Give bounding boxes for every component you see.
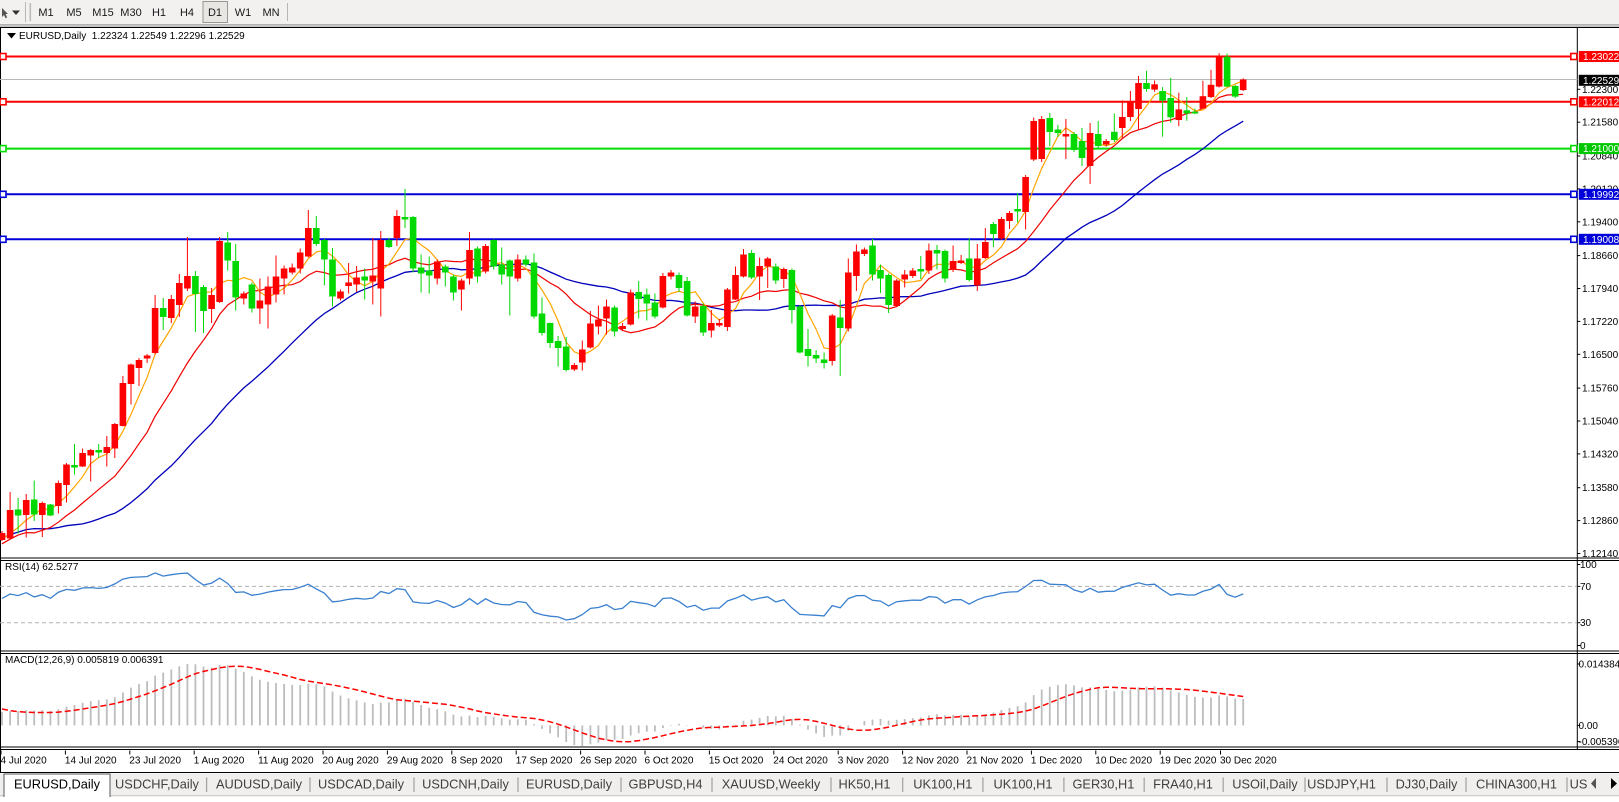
svg-text:XAUUSD,Weekly: XAUUSD,Weekly	[722, 777, 821, 792]
svg-text:GER30,H1: GER30,H1	[1072, 777, 1134, 792]
svg-text:20 Aug 2020: 20 Aug 2020	[323, 756, 380, 767]
svg-text:1.16500: 1.16500	[1582, 350, 1619, 361]
svg-text:1 Aug 2020: 1 Aug 2020	[194, 756, 245, 767]
svg-text:30 Dec 2020: 30 Dec 2020	[1220, 756, 1277, 767]
svg-text:15 Oct 2020: 15 Oct 2020	[709, 756, 764, 767]
svg-text:CHINA300,H1: CHINA300,H1	[1476, 777, 1557, 792]
svg-text:M5: M5	[66, 7, 81, 19]
svg-text:H4: H4	[180, 7, 194, 19]
svg-text:M30: M30	[120, 7, 141, 19]
svg-text:1.12860: 1.12860	[1582, 516, 1619, 527]
svg-text:EURUSD,Daily: EURUSD,Daily	[526, 777, 613, 792]
svg-text:MN: MN	[262, 7, 279, 19]
svg-text:23 Jul 2020: 23 Jul 2020	[129, 756, 181, 767]
svg-text:USDJPY,H1: USDJPY,H1	[1307, 777, 1376, 792]
svg-text:MACD(12,26,9) 0.005819 0.00639: MACD(12,26,9) 0.005819 0.006391	[5, 655, 164, 666]
svg-text:1 Dec 2020: 1 Dec 2020	[1031, 756, 1083, 767]
svg-text:1.13580: 1.13580	[1582, 483, 1619, 494]
svg-text:3 Nov 2020: 3 Nov 2020	[838, 756, 890, 767]
svg-text:RSI(14) 62.5277: RSI(14) 62.5277	[5, 562, 79, 573]
svg-text:21 Nov 2020: 21 Nov 2020	[967, 756, 1024, 767]
svg-text:HK50,H1: HK50,H1	[839, 777, 891, 792]
svg-text:1.21580: 1.21580	[1582, 118, 1619, 129]
svg-text:M15: M15	[92, 7, 113, 19]
svg-text:10 Dec 2020: 10 Dec 2020	[1095, 756, 1152, 767]
svg-text:4 Jul 2020: 4 Jul 2020	[1, 756, 48, 767]
svg-text:14 Jul 2020: 14 Jul 2020	[65, 756, 117, 767]
svg-text:USOil,Daily: USOil,Daily	[1232, 777, 1298, 792]
svg-text:GBPUSD,H4: GBPUSD,H4	[629, 777, 703, 792]
svg-text:1.22529: 1.22529	[1583, 76, 1619, 87]
svg-text:1.14320: 1.14320	[1582, 449, 1619, 460]
svg-text:FRA40,H1: FRA40,H1	[1153, 777, 1213, 792]
svg-text:19 Dec 2020: 19 Dec 2020	[1160, 756, 1217, 767]
svg-text:EURUSD,Daily: EURUSD,Daily	[14, 777, 101, 792]
svg-text:AUDUSD,Daily: AUDUSD,Daily	[216, 777, 303, 792]
svg-text:17 Sep 2020: 17 Sep 2020	[516, 756, 573, 767]
svg-text:-0.005390: -0.005390	[1579, 737, 1619, 748]
svg-text:1.19008: 1.19008	[1583, 235, 1619, 246]
svg-text:1.19400: 1.19400	[1582, 217, 1619, 228]
svg-text:1.15760: 1.15760	[1582, 384, 1619, 395]
svg-text:USDCAD,Daily: USDCAD,Daily	[318, 777, 405, 792]
svg-text:11 Aug 2020: 11 Aug 2020	[258, 756, 314, 767]
svg-text:0.014384: 0.014384	[1579, 660, 1619, 671]
svg-text:M1: M1	[38, 7, 53, 19]
svg-text:1.17940: 1.17940	[1582, 284, 1619, 295]
svg-text:USDCNH,Daily: USDCNH,Daily	[422, 777, 509, 792]
svg-text:DJ30,Daily: DJ30,Daily	[1396, 777, 1458, 792]
svg-text:12 Nov 2020: 12 Nov 2020	[902, 756, 959, 767]
svg-text:1.19992: 1.19992	[1583, 190, 1619, 201]
svg-text:6 Oct 2020: 6 Oct 2020	[645, 756, 694, 767]
svg-text:US: US	[1570, 777, 1588, 792]
svg-text:1.22012: 1.22012	[1583, 97, 1619, 108]
svg-text:0.00: 0.00	[1579, 721, 1599, 732]
svg-text:1.23022: 1.23022	[1583, 52, 1619, 63]
svg-text:UK100,H1: UK100,H1	[993, 777, 1052, 792]
svg-text:EURUSD,Daily 1.22324 1.22549: EURUSD,Daily 1.22324 1.22549 1.22296 1.2…	[19, 31, 245, 42]
svg-text:1.18660: 1.18660	[1582, 251, 1619, 262]
svg-text:30: 30	[1580, 618, 1592, 629]
svg-text:29 Aug 2020: 29 Aug 2020	[387, 756, 444, 767]
svg-text:W1: W1	[235, 7, 252, 19]
svg-text:1.12140: 1.12140	[1582, 549, 1619, 560]
svg-text:USDCHF,Daily: USDCHF,Daily	[115, 777, 199, 792]
svg-text:H1: H1	[152, 7, 166, 19]
svg-text:70: 70	[1580, 582, 1592, 593]
svg-text:1.17220: 1.17220	[1582, 317, 1619, 328]
svg-text:24 Oct 2020: 24 Oct 2020	[773, 756, 828, 767]
svg-text:1.21000: 1.21000	[1583, 144, 1619, 155]
svg-text:1.15040: 1.15040	[1582, 417, 1619, 428]
svg-text:8 Sep 2020: 8 Sep 2020	[451, 756, 503, 767]
svg-text:100: 100	[1580, 560, 1597, 571]
svg-text:26 Sep 2020: 26 Sep 2020	[580, 756, 637, 767]
svg-text:UK100,H1: UK100,H1	[913, 777, 972, 792]
svg-text:0: 0	[1580, 641, 1586, 652]
svg-text:D1: D1	[208, 7, 222, 19]
